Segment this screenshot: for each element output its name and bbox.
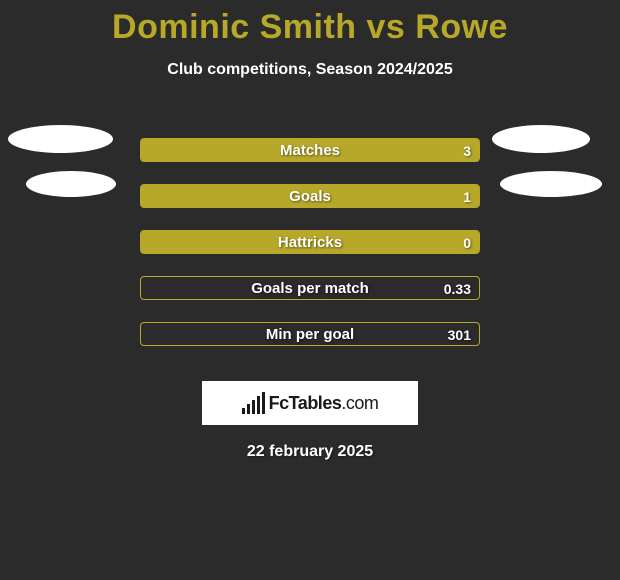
stat-row: Goals per match0.33 [0,265,620,311]
page-title: Dominic Smith vs Rowe [0,0,620,47]
stat-bar: Min per goal301 [140,322,480,346]
stat-row: Hattricks0 [0,219,620,265]
decorative-ellipse [8,125,113,153]
stat-bar: Matches3 [140,138,480,162]
stats-area: Matches3 Goals1 Hattricks0 Goals per match0… [0,127,620,357]
stat-bar: Goals per match0.33 [140,276,480,300]
stat-bar-fill [141,185,479,207]
logo-box: FcTables.com [202,381,418,425]
logo-chart-icon [242,392,265,414]
date-label: 22 february 2025 [0,443,620,461]
stat-label: Goals per match [141,277,479,300]
stat-row: Min per goal301 [0,311,620,357]
decorative-ellipse [492,125,590,153]
stat-value: 301 [448,323,471,346]
stat-bar: Goals1 [140,184,480,208]
logo-name: FcTables [269,393,342,413]
logo-text: FcTables.com [269,393,379,414]
decorative-ellipse [26,171,116,197]
subtitle: Club competitions, Season 2024/2025 [0,61,620,79]
logo-domain: .com [341,393,378,413]
stat-label: Min per goal [141,323,479,346]
stat-bar-fill [141,139,479,161]
decorative-ellipse [500,171,602,197]
stat-value: 0.33 [444,277,471,300]
stat-bar: Hattricks0 [140,230,480,254]
stat-bar-fill [141,231,479,253]
